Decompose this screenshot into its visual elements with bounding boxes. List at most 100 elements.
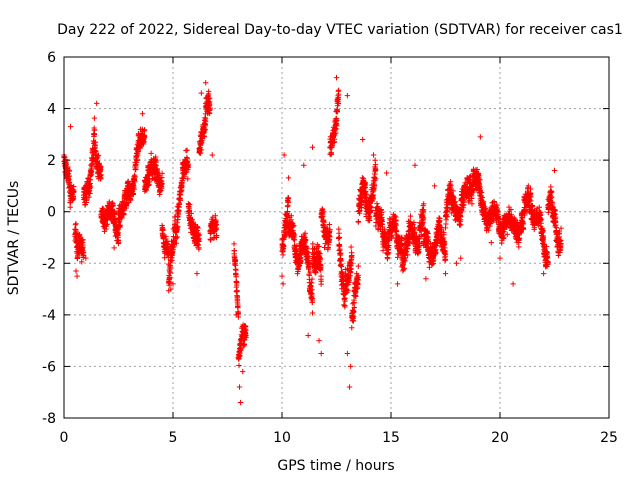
data-point xyxy=(166,280,173,286)
data-point xyxy=(115,229,121,236)
data-point xyxy=(477,134,484,140)
data-point xyxy=(285,195,292,201)
data-point xyxy=(159,180,165,187)
x-tick-label: 20 xyxy=(491,430,509,446)
data-point xyxy=(98,164,104,170)
data-point xyxy=(74,273,80,279)
data-point xyxy=(71,183,77,190)
data-point xyxy=(555,252,562,259)
data-point xyxy=(71,188,77,195)
data-point xyxy=(196,246,202,252)
data-point xyxy=(209,152,215,158)
x-tick-label: 25 xyxy=(600,430,618,446)
data-point xyxy=(243,327,249,333)
data-point xyxy=(394,281,401,287)
data-point xyxy=(313,269,319,276)
data-point xyxy=(279,273,285,279)
data-point xyxy=(458,255,464,261)
data-point xyxy=(305,255,311,261)
data-point xyxy=(233,267,239,273)
data-point xyxy=(87,190,93,197)
data-point xyxy=(176,200,183,206)
data-point xyxy=(91,127,98,133)
data-point xyxy=(70,195,77,201)
data-point xyxy=(198,90,205,96)
data-point xyxy=(349,325,355,331)
data-point xyxy=(92,139,99,145)
data-point xyxy=(159,170,165,177)
data-point xyxy=(196,232,202,238)
data-point xyxy=(65,164,71,170)
data-point xyxy=(79,259,85,265)
data-point xyxy=(355,263,361,269)
data-point xyxy=(187,201,193,208)
data-point xyxy=(117,222,124,228)
data-point xyxy=(80,236,86,243)
x-axis-label: GPS time / hours xyxy=(277,458,394,474)
data-point xyxy=(173,240,180,246)
data-point xyxy=(66,173,72,179)
data-point xyxy=(197,150,204,156)
data-point xyxy=(137,145,143,151)
data-point xyxy=(133,164,139,170)
data-point xyxy=(318,278,324,284)
data-point xyxy=(94,155,101,161)
y-tick-label: 6 xyxy=(47,50,56,66)
data-point xyxy=(302,236,309,243)
data-point xyxy=(284,208,291,215)
data-point xyxy=(344,350,351,357)
data-point xyxy=(238,347,244,353)
data-point xyxy=(121,212,127,218)
data-point xyxy=(194,270,200,277)
data-point xyxy=(141,134,148,141)
data-point xyxy=(309,295,316,302)
data-point xyxy=(212,213,219,219)
data-point xyxy=(237,399,244,406)
y-axis-label: SDTVAR / TECUs xyxy=(6,181,22,296)
data-point xyxy=(458,222,464,228)
data-point xyxy=(112,211,118,217)
data-point xyxy=(72,236,79,242)
data-point xyxy=(153,163,159,169)
data-point xyxy=(131,179,138,185)
data-point xyxy=(139,111,146,117)
data-point xyxy=(234,288,240,294)
data-point xyxy=(335,87,342,93)
data-point xyxy=(111,245,117,251)
data-point xyxy=(301,162,307,168)
data-point xyxy=(316,337,322,344)
data-point xyxy=(236,362,242,369)
data-point xyxy=(285,175,292,181)
data-point xyxy=(175,216,181,223)
data-point xyxy=(347,363,354,370)
data-point xyxy=(317,251,323,257)
y-tick-label: -4 xyxy=(42,308,56,324)
data-point xyxy=(73,221,79,227)
data-point xyxy=(206,91,212,97)
data-point xyxy=(497,255,503,261)
data-point xyxy=(183,169,190,175)
data-point xyxy=(305,332,311,339)
data-point xyxy=(174,234,181,240)
data-point xyxy=(123,203,130,209)
data-point xyxy=(504,231,510,238)
chart-title: Day 222 of 2022, Sidereal Day-to-day VTE… xyxy=(57,22,623,38)
data-point xyxy=(488,239,494,246)
data-point xyxy=(383,170,390,176)
data-point xyxy=(73,268,79,274)
data-point xyxy=(318,350,324,357)
data-point xyxy=(195,225,201,231)
data-point xyxy=(207,105,213,111)
x-tick-label: 0 xyxy=(60,430,69,446)
data-point xyxy=(280,242,287,249)
data-point xyxy=(284,213,291,220)
data-point xyxy=(88,168,95,175)
data-point xyxy=(344,92,351,99)
data-point xyxy=(115,240,122,246)
data-point xyxy=(304,245,310,251)
data-point xyxy=(309,286,315,293)
data-point xyxy=(205,96,212,102)
y-tick-label: 4 xyxy=(47,102,56,118)
data-point xyxy=(110,203,116,209)
